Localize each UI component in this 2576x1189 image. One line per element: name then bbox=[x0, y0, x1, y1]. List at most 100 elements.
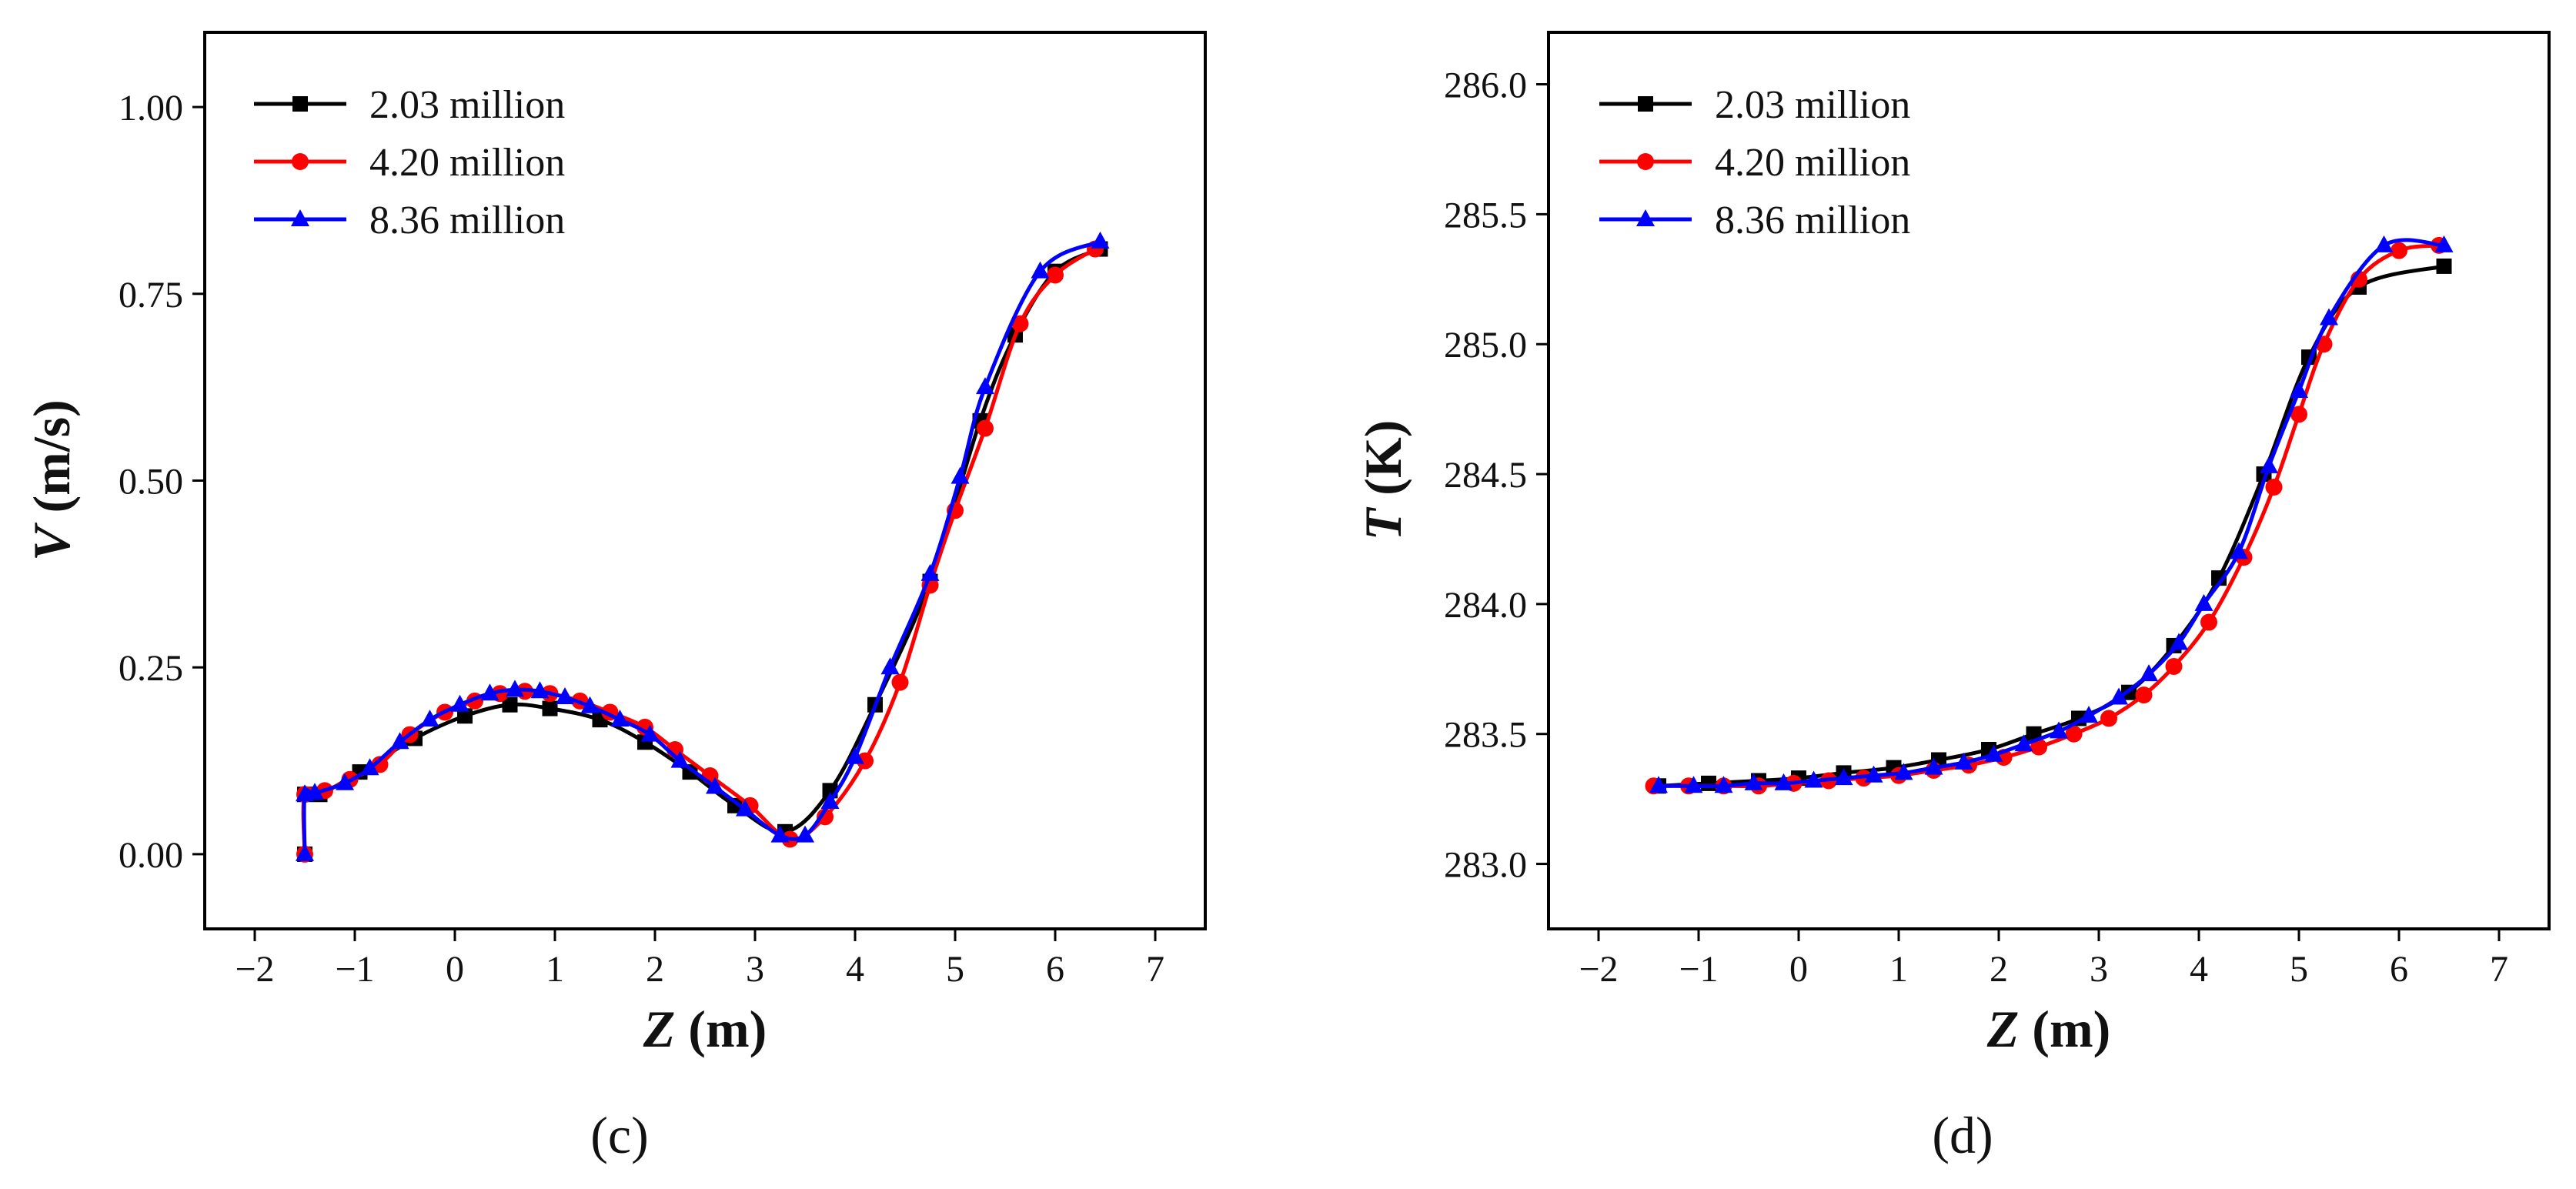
data-point bbox=[1047, 266, 1064, 284]
data-point bbox=[2290, 406, 2307, 423]
y-tick-label: 0.00 bbox=[119, 835, 183, 876]
x-tick-label: 2 bbox=[646, 949, 664, 990]
data-point bbox=[371, 756, 389, 773]
y-tick-label: 0.75 bbox=[119, 275, 183, 316]
data-point bbox=[530, 681, 550, 699]
data-point bbox=[1091, 231, 1110, 249]
y-tick-label: 1.00 bbox=[119, 88, 183, 129]
data-point bbox=[580, 696, 600, 713]
series-layer bbox=[296, 231, 1110, 863]
data-point bbox=[420, 710, 439, 727]
x-tick-label: 4 bbox=[2190, 949, 2208, 990]
data-point bbox=[770, 825, 790, 843]
series-2-03-million bbox=[1651, 258, 2452, 794]
data-point bbox=[610, 710, 630, 727]
data-point bbox=[2194, 593, 2213, 611]
legend-marker bbox=[292, 96, 308, 112]
data-point bbox=[2050, 721, 2068, 739]
data-point bbox=[2200, 613, 2217, 631]
data-point bbox=[2030, 738, 2047, 756]
series-line bbox=[301, 247, 1097, 854]
y-axis-label: V (m/s) bbox=[22, 399, 81, 561]
x-tick-label: −1 bbox=[335, 949, 374, 990]
data-point bbox=[2140, 664, 2158, 682]
y-tick-label: 286.0 bbox=[1444, 65, 1527, 106]
data-point bbox=[1031, 261, 1050, 279]
x-tick-label: 6 bbox=[2390, 949, 2408, 990]
data-point bbox=[976, 377, 994, 395]
data-point bbox=[2165, 657, 2183, 675]
data-point bbox=[1701, 775, 1716, 791]
x-tick-label: 7 bbox=[1146, 949, 1164, 990]
legend-label: 8.36 million bbox=[1715, 199, 1910, 242]
series-layer bbox=[1645, 235, 2454, 795]
legend: 2.03 million 4.20 million 8.36 million bbox=[254, 83, 565, 242]
data-point bbox=[920, 563, 940, 581]
data-point bbox=[2135, 686, 2153, 704]
data-point bbox=[480, 683, 499, 701]
x-axis-ticks: −2 −1 0 1 2 3 4 5 6 7 bbox=[235, 929, 1164, 990]
data-point bbox=[977, 419, 994, 437]
y-tick-label: 283.5 bbox=[1444, 715, 1527, 756]
data-point bbox=[706, 777, 724, 794]
data-point bbox=[727, 797, 743, 813]
data-point bbox=[2170, 633, 2188, 650]
x-tick-label: −2 bbox=[1579, 949, 1618, 990]
data-point bbox=[1649, 776, 1668, 793]
data-point bbox=[1864, 765, 1883, 783]
data-point bbox=[670, 750, 690, 768]
panel-label: (d) bbox=[1932, 1106, 1993, 1164]
data-point bbox=[2434, 235, 2454, 252]
y-axis-ticks: 0.00 0.25 0.50 0.75 1.00 bbox=[119, 88, 205, 876]
data-point bbox=[880, 657, 900, 675]
data-point bbox=[1924, 757, 1943, 775]
x-tick-label: −2 bbox=[235, 949, 274, 990]
series-line bbox=[302, 247, 1101, 854]
data-point bbox=[1984, 744, 2003, 762]
x-tick-label: 1 bbox=[1889, 949, 1908, 990]
data-point bbox=[306, 783, 324, 800]
x-tick-label: 0 bbox=[446, 949, 464, 990]
y-tick-label: 285.0 bbox=[1444, 325, 1527, 366]
legend-label: 2.03 million bbox=[369, 83, 565, 127]
x-tick-label: 1 bbox=[546, 949, 564, 990]
data-point bbox=[817, 808, 834, 826]
legend-label: 4.20 million bbox=[369, 141, 565, 185]
legend-marker bbox=[292, 153, 309, 170]
plot-frame bbox=[1547, 31, 2551, 930]
legend-marker bbox=[1637, 153, 1654, 170]
data-point bbox=[457, 708, 473, 724]
data-point bbox=[450, 694, 469, 712]
data-point bbox=[857, 752, 874, 770]
x-tick-label: 3 bbox=[2090, 949, 2108, 990]
data-point bbox=[820, 791, 840, 809]
series-line bbox=[1653, 243, 2440, 789]
data-point bbox=[556, 687, 574, 705]
data-point bbox=[1894, 763, 1913, 780]
data-point bbox=[846, 746, 864, 764]
y-tick-label: 0.50 bbox=[119, 462, 183, 503]
data-point bbox=[2436, 258, 2452, 274]
data-point bbox=[360, 758, 379, 776]
data-point bbox=[1714, 776, 1733, 793]
series-8-36-million bbox=[1649, 235, 2454, 793]
panel-d-temperature-chart: −2 −1 0 1 2 3 4 5 6 7 283.0283.5284.0284.5285.028… bbox=[1354, 31, 2551, 1164]
data-point bbox=[682, 764, 698, 780]
data-point bbox=[2110, 687, 2128, 705]
x-tick-label: 3 bbox=[746, 949, 764, 990]
legend-label: 4.20 million bbox=[1715, 141, 1910, 185]
data-point bbox=[1011, 315, 1029, 332]
data-point bbox=[502, 696, 518, 713]
legend-marker bbox=[1638, 96, 1653, 112]
data-point bbox=[2100, 710, 2117, 727]
legend-label: 8.36 million bbox=[369, 199, 565, 242]
legend-marker bbox=[1636, 209, 1655, 226]
data-point bbox=[2391, 242, 2407, 259]
panel-c-velocity-chart: −2 −1 0 1 2 3 4 5 6 7 0.000.250.500.751.00 Z (m) … bbox=[22, 31, 1207, 1164]
data-point bbox=[640, 724, 660, 742]
data-point bbox=[296, 843, 314, 861]
y-axis-label: T (K) bbox=[1354, 420, 1412, 541]
series-4-20-million bbox=[296, 240, 1104, 863]
y-axis-ticks: 283.0 283.5 284.0 284.5 285.0 285.5 286.0 bbox=[1444, 65, 1549, 886]
